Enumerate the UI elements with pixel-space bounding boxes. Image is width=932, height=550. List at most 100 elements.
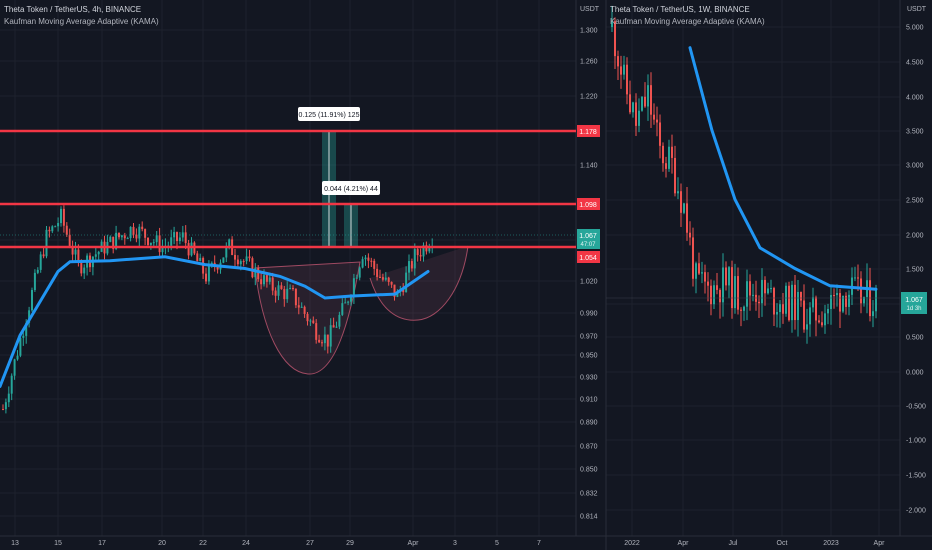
left-candle-body <box>228 239 231 247</box>
right-candle-body <box>860 278 862 304</box>
right-candle-body <box>686 203 688 233</box>
left-y-tick: 1.140 <box>580 163 598 170</box>
left-candle-body <box>257 267 260 280</box>
right-y-tick: 4.000 <box>906 95 924 102</box>
measure-label-1: 0.125 (11.91%) 125 <box>298 107 360 121</box>
right-candle-body <box>782 304 784 314</box>
left-candle-body <box>347 301 350 303</box>
right-y-tick: 3.000 <box>906 163 924 170</box>
left-candle-body <box>292 287 294 289</box>
left-candle-body <box>28 310 31 323</box>
left-x-tick: 29 <box>346 540 354 547</box>
left-candle-body <box>120 235 123 238</box>
right-candle-body <box>728 267 730 286</box>
left-candle-body <box>19 337 22 356</box>
left-candle-body <box>300 306 303 308</box>
left-candle-body <box>384 277 387 280</box>
right-y-tick: -2.000 <box>906 508 926 515</box>
left-candle-body <box>135 234 138 239</box>
left-candle-body <box>39 254 42 270</box>
left-candle-body <box>318 339 321 343</box>
right-candle-body <box>752 294 754 296</box>
left-candle-body <box>112 236 115 249</box>
right-candle-body <box>800 291 802 301</box>
right-price-axis[interactable]: 5.000 4.500 4.000 3.500 3.000 2.500 2.000 1.500… <box>906 25 926 515</box>
left-x-tick: 13 <box>11 540 19 547</box>
kama-line-right[interactable] <box>688 46 878 291</box>
right-candle-body <box>671 146 673 158</box>
right-candle-body <box>872 311 874 317</box>
left-x-tick: 17 <box>98 540 106 547</box>
right-candle-body <box>674 157 676 194</box>
left-candle-body <box>402 289 405 293</box>
right-candle-body <box>779 304 781 313</box>
right-candle-body <box>704 272 706 282</box>
left-candle-body <box>126 238 129 240</box>
left-candle-body <box>118 232 120 238</box>
left-x-tick: 24 <box>242 540 250 547</box>
left-candle-body <box>251 258 254 278</box>
right-candle-body <box>803 300 805 330</box>
measure-label-2: 0.044 (4.21%) 44 <box>322 181 380 195</box>
right-candle-body <box>689 232 691 238</box>
level-label-1098: 1.098 <box>577 198 600 210</box>
left-candle-body <box>350 296 352 302</box>
left-candle-body <box>22 335 25 338</box>
level-label-1178: 1.178 <box>577 125 600 137</box>
left-candle-body <box>234 254 236 260</box>
left-candle-body <box>410 261 413 269</box>
left-candle-body <box>33 272 36 291</box>
left-candle-body <box>236 259 239 265</box>
right-candle-body <box>839 293 841 312</box>
left-candle-body <box>68 234 71 247</box>
left-y-tick: 0.970 <box>580 334 598 341</box>
right-y-tick: -1.500 <box>906 473 926 480</box>
left-candle-body <box>222 257 225 263</box>
right-y-tick: 1.500 <box>906 267 924 274</box>
right-candle-body <box>707 281 709 286</box>
right-candle-body <box>680 191 682 213</box>
left-candle-body <box>425 245 428 252</box>
left-candle-body <box>178 237 181 242</box>
left-candle-body <box>335 326 338 328</box>
right-candle-body <box>740 309 742 311</box>
left-x-tick: 3 <box>453 540 457 547</box>
right-candle-body <box>719 289 721 303</box>
last-price-label-left: 1.067 47:07 <box>577 229 600 249</box>
left-candle-body <box>147 237 149 245</box>
right-y-tick: -0.500 <box>906 404 926 411</box>
right-time-axis[interactable]: 2022 Apr Jul Oct 2023 Apr <box>624 540 885 547</box>
right-candle-body <box>632 102 634 113</box>
left-candle-body <box>370 260 373 262</box>
left-time-axis[interactable]: 13 15 17 20 22 24 27 29 Apr 3 5 7 <box>11 540 541 547</box>
left-candle-body <box>45 229 48 257</box>
right-candle-body <box>785 285 787 314</box>
left-x-tick: 22 <box>199 540 207 547</box>
left-candle-body <box>62 208 65 226</box>
right-y-tick: 0.500 <box>906 335 924 342</box>
kama-line-left[interactable] <box>0 255 430 388</box>
right-candle-body <box>710 285 712 305</box>
left-price-axis[interactable]: 1.3001.2601.2201.1801.1401.0981.0601.020… <box>580 28 598 521</box>
left-candle-body <box>170 237 173 246</box>
svg-text:1d 3h: 1d 3h <box>906 306 921 312</box>
left-candle-body <box>422 245 425 257</box>
right-candle-body <box>623 64 625 75</box>
right-candle-body <box>812 297 814 308</box>
left-candle-body <box>138 226 141 239</box>
left-candle-body <box>141 226 144 230</box>
left-candle-body <box>158 235 161 253</box>
handle-pattern[interactable] <box>369 245 469 321</box>
right-candle-body <box>668 146 670 169</box>
left-y-tick: 1.020 <box>580 279 598 286</box>
left-candle-body <box>115 232 118 249</box>
left-x-tick: 20 <box>158 540 166 547</box>
left-candle-body <box>2 409 4 411</box>
left-candle-body <box>352 278 355 297</box>
right-candle-body <box>677 191 679 194</box>
svg-text:1.067: 1.067 <box>905 297 923 304</box>
left-candle-body <box>419 255 422 257</box>
left-chart-title: Theta Token / TetherUS, 4h, BINANCE <box>4 5 141 14</box>
right-candle-body <box>788 285 790 321</box>
